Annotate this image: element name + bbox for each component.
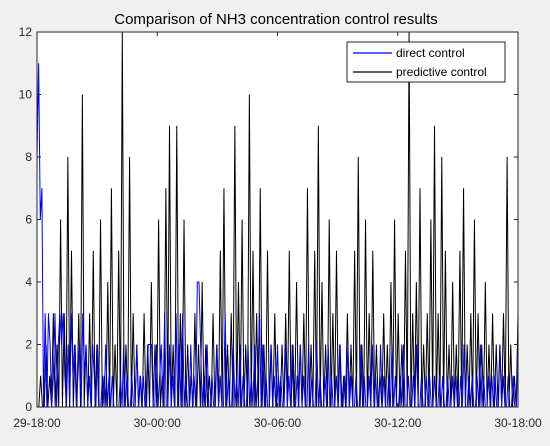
x-tick-label: 30-18:00: [494, 416, 542, 430]
y-tick-label: 8: [25, 150, 32, 164]
chart-title: Comparison of NH3 concentration control …: [114, 11, 437, 28]
legend: direct control predictive control: [346, 41, 506, 83]
legend-label-direct-control: direct control: [396, 46, 465, 60]
x-tick-label: 30-12:00: [374, 416, 422, 430]
y-tick-label: 0: [25, 400, 32, 414]
x-tick-label: 30-06:00: [254, 416, 302, 430]
y-axis: 0 2 4 6 8 10 12: [19, 25, 518, 414]
series-line-predictive-control: [37, 31, 519, 408]
legend-label-predictive-control: predictive control: [396, 65, 487, 79]
y-tick-label: 6: [25, 213, 32, 227]
x-tick-label: 29-18:00: [13, 416, 61, 430]
y-tick-label: 4: [25, 275, 32, 289]
legend-box: [346, 41, 506, 83]
y-tick-label: 10: [19, 88, 33, 102]
x-axis: 29-18:00 30-00:00 30-06:00 30-12:00 30-18:00: [13, 32, 542, 430]
x-tick-label: 30-00:00: [134, 416, 182, 430]
y-tick-label: 2: [25, 338, 32, 352]
y-tick-label: 12: [19, 25, 33, 39]
